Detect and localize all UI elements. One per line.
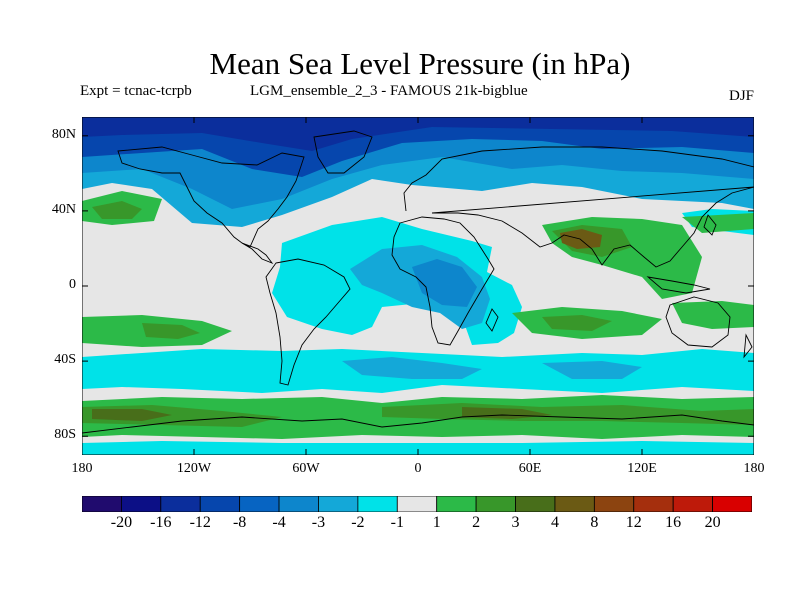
eurasia-coast bbox=[403, 146, 754, 268]
north-america-coast bbox=[117, 146, 305, 248]
colorbar-swatch bbox=[121, 496, 162, 512]
positive-anomaly-regions bbox=[82, 191, 754, 455]
map-ticks bbox=[82, 117, 754, 455]
colorbar-swatch bbox=[278, 496, 319, 512]
colorbar-swatch bbox=[515, 496, 556, 512]
japan-coast bbox=[703, 214, 717, 236]
pressure-anomaly-map bbox=[82, 117, 754, 455]
arctic-negative-region bbox=[82, 117, 754, 227]
colorbar-swatch bbox=[396, 496, 438, 512]
colorbar-swatch bbox=[318, 496, 359, 512]
lon-tick-label: 0 bbox=[414, 461, 422, 476]
colorbar-label: -12 bbox=[189, 514, 211, 531]
colorbar-swatch bbox=[633, 496, 674, 512]
colorbar-swatch bbox=[593, 496, 635, 512]
colorbar-label: -8 bbox=[232, 514, 247, 531]
season-label: DJF bbox=[728, 88, 754, 104]
colorbar-swatch bbox=[357, 496, 398, 512]
colorbar-label: 12 bbox=[625, 514, 642, 531]
coastlines bbox=[82, 130, 754, 434]
colorbar-swatch bbox=[475, 496, 516, 512]
lon-tick-label: 120W bbox=[176, 461, 212, 476]
colorbar-label: -2 bbox=[351, 514, 365, 531]
lat-tick-label: 0 bbox=[69, 277, 76, 292]
lat-tick-label: 80N bbox=[51, 126, 76, 142]
colorbar-swatch bbox=[239, 496, 280, 512]
colorbar-swatch bbox=[199, 496, 241, 512]
colorbar-swatch bbox=[554, 496, 595, 512]
lon-tick-label: 180 bbox=[743, 461, 765, 476]
colorbar-label: -4 bbox=[272, 514, 286, 531]
colorbar-swatch bbox=[160, 496, 201, 512]
colorbar-swatch bbox=[436, 496, 477, 512]
australia-coast bbox=[665, 296, 731, 348]
plot-title: Mean Sea Level Pressure (in hPa) bbox=[209, 46, 631, 81]
indonesia-coast bbox=[646, 276, 711, 294]
colorbar-label: -3 bbox=[311, 514, 326, 531]
new-zealand-coast bbox=[743, 333, 753, 359]
colorbar-label: -20 bbox=[110, 514, 133, 531]
colorbar bbox=[82, 496, 752, 512]
lat-tick-label: 40N bbox=[51, 201, 76, 217]
colorbar-swatch bbox=[672, 496, 713, 512]
colorbar-label: -16 bbox=[150, 514, 172, 531]
model-label: LGM_ensemble_2_3 - FAMOUS 21k-bigblue bbox=[250, 83, 528, 99]
antarctica-coast bbox=[82, 414, 754, 434]
colorbar-label: 20 bbox=[704, 514, 721, 531]
colorbar-label: 16 bbox=[665, 514, 682, 531]
colorbar-swatch bbox=[82, 496, 122, 512]
madagascar-coast bbox=[485, 308, 499, 332]
lon-tick-label: 60W bbox=[292, 461, 320, 476]
colorbar-label: -1 bbox=[390, 514, 404, 531]
colorbar-label: 4 bbox=[550, 514, 559, 531]
lat-tick-label: 80S bbox=[54, 427, 76, 443]
experiment-label: Expt = tcnac-tcrpb bbox=[80, 83, 192, 99]
lon-tick-label: 60E bbox=[518, 461, 542, 476]
lon-tick-label: 180 bbox=[71, 461, 93, 476]
central-america-coast bbox=[241, 242, 274, 265]
colorbar-label: 3 bbox=[511, 514, 520, 531]
lat-tick-label: 40S bbox=[54, 352, 76, 368]
colorbar-label: 8 bbox=[590, 514, 599, 531]
southern-ocean-negative-band bbox=[82, 349, 754, 393]
colorbar-label: 1 bbox=[432, 514, 441, 531]
lon-tick-label: 120E bbox=[627, 461, 657, 476]
greenland-coast bbox=[313, 130, 373, 174]
south-america-coast bbox=[265, 258, 351, 386]
africa-coast bbox=[391, 216, 495, 346]
colorbar-swatch bbox=[712, 496, 752, 512]
colorbar-label: 2 bbox=[472, 514, 481, 531]
